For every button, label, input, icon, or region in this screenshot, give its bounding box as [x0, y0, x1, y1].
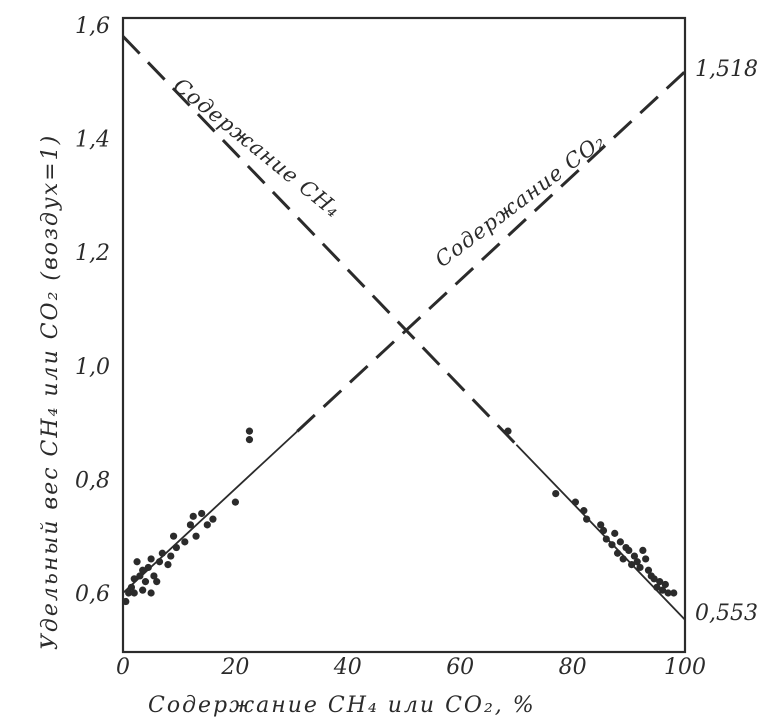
- co2-point: [155, 558, 164, 566]
- co2-point: [245, 427, 254, 435]
- y-tick-label: 0,6: [75, 582, 110, 607]
- ch4-point: [597, 521, 605, 529]
- co2-point: [141, 578, 150, 586]
- ch4-point: [619, 555, 627, 563]
- co2-line-dashed: [296, 70, 687, 433]
- ch4-point: [611, 529, 619, 537]
- ch4-point: [656, 578, 664, 586]
- co2-point: [122, 597, 130, 606]
- co2-line-solid: [122, 430, 298, 594]
- co2-point: [144, 563, 152, 572]
- ch4-point: [653, 583, 661, 591]
- co2-point: [209, 515, 217, 523]
- ch4-point: [599, 526, 608, 535]
- co2-point: [186, 521, 195, 529]
- x-tick-label: 40: [333, 655, 362, 680]
- ch4-point: [633, 558, 641, 566]
- y-tick-label: 0,8: [75, 468, 110, 493]
- co2-point: [172, 543, 180, 552]
- ch4-point: [630, 552, 639, 560]
- ch4-point: [664, 589, 672, 597]
- co2-point: [125, 589, 133, 597]
- co2-point: [139, 566, 147, 574]
- ch4-point: [661, 580, 669, 589]
- ch4-point: [670, 589, 678, 597]
- ch4-point: [602, 535, 610, 543]
- y-tick-label: 1,6: [75, 14, 110, 39]
- ch4-point: [628, 561, 636, 569]
- co2-point: [158, 549, 166, 557]
- ch4-point: [642, 555, 650, 563]
- x-tick-label: 80: [559, 655, 587, 680]
- co2-point: [139, 586, 147, 594]
- co2-point: [181, 538, 189, 546]
- ch4-point: [580, 507, 588, 515]
- co2-point: [245, 436, 254, 444]
- y-tick-label: 1,2: [75, 241, 110, 266]
- co2-point: [147, 589, 155, 597]
- co2-point: [192, 532, 200, 540]
- co2-point: [153, 578, 161, 586]
- co2-point: [130, 575, 138, 583]
- x-tick-label: 20: [220, 655, 249, 680]
- ch4-point: [625, 546, 633, 555]
- annotation-1518: 1,518: [695, 57, 758, 82]
- co2-point: [167, 552, 175, 560]
- co2-point: [147, 555, 155, 563]
- plot-area-frame: [121, 16, 687, 654]
- co2-point: [164, 561, 172, 569]
- ch4-line-label: Содержание CH₄: [169, 73, 345, 222]
- x-axis-title: Содержание CH₄ или CO₂, %: [148, 693, 536, 718]
- co2-point: [189, 512, 197, 520]
- ch4-point: [608, 541, 616, 549]
- ch4-point: [636, 563, 644, 572]
- ch4-point: [613, 549, 622, 557]
- co2-point: [150, 572, 158, 580]
- co2-line-label: Содержание CO₂: [431, 129, 610, 272]
- ch4-point: [583, 515, 591, 523]
- y-tick-label: 1,4: [75, 128, 110, 153]
- co2-point: [231, 498, 239, 506]
- co2-point: [133, 558, 141, 566]
- co2-point: [198, 509, 206, 518]
- ch4-point: [616, 538, 624, 546]
- co2-point: [130, 589, 138, 597]
- ch4-point: [552, 490, 560, 498]
- y-axis-title: Удельный вес CH₄ или CO₂ (воздух=1): [38, 134, 63, 650]
- ch4-point: [650, 575, 658, 583]
- ch4-point: [504, 427, 512, 435]
- x-tick-label: 100: [664, 655, 706, 680]
- co2-point: [203, 521, 211, 529]
- co2-point: [127, 583, 136, 591]
- x-tick-label: 0: [116, 655, 130, 680]
- ch4-point: [658, 586, 667, 594]
- x-tick-label: 60: [446, 655, 474, 680]
- ch4-point: [644, 566, 653, 574]
- ch4-line-dashed: [121, 35, 518, 446]
- co2-point: [136, 572, 144, 580]
- co2-point: [169, 532, 178, 540]
- y-tick-label: 1,0: [75, 355, 110, 380]
- ch4-point: [571, 498, 580, 506]
- ch4-point: [639, 546, 647, 555]
- annotation-0553: 0,553: [695, 601, 758, 626]
